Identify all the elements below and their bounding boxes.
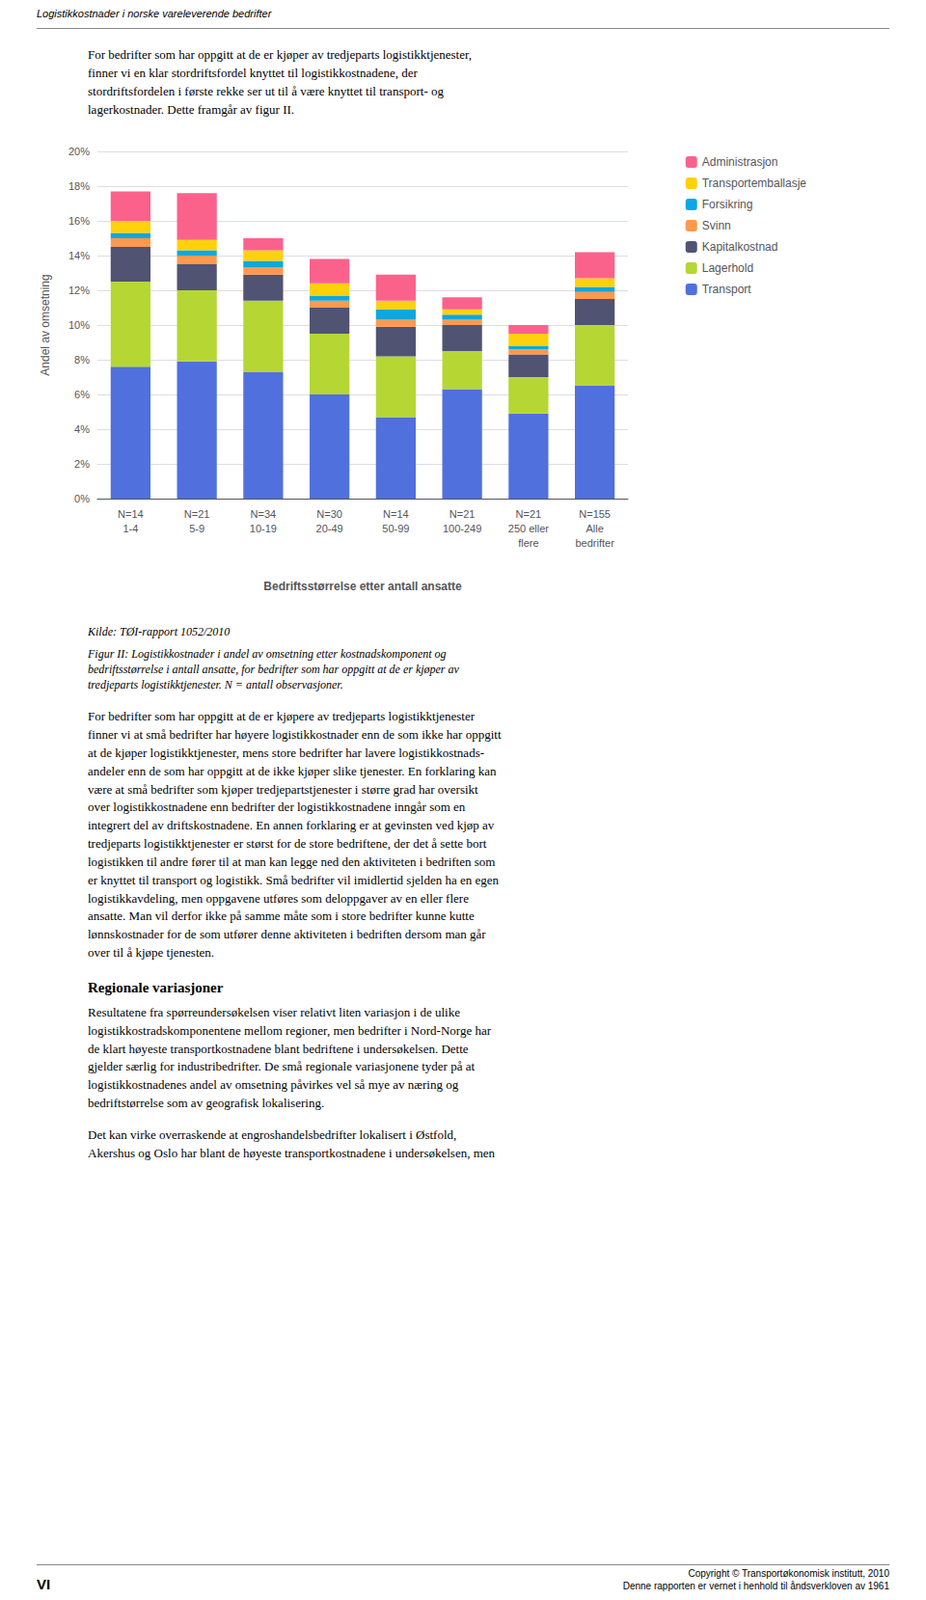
svg-text:Transportemballasje: Transportemballasje xyxy=(702,176,808,191)
svg-text:50-99: 50-99 xyxy=(381,522,409,535)
svg-text:N=14: N=14 xyxy=(117,508,144,520)
svg-text:Andel av omsetning: Andel av omsetning xyxy=(38,274,53,377)
svg-text:100-249: 100-249 xyxy=(442,522,482,535)
svg-text:0%: 0% xyxy=(74,492,90,505)
svg-text:10%: 10% xyxy=(68,319,90,331)
svg-text:Kapitalkostnad: Kapitalkostnad xyxy=(702,240,779,254)
svg-text:1-4: 1-4 xyxy=(122,522,138,535)
html-text:Logistikkostnader i norske var: Logistikkostnader i norske vareleverende… xyxy=(36,7,272,20)
svg-text:Alle: Alle xyxy=(585,522,603,535)
svg-text:N=155: N=155 xyxy=(578,508,611,520)
svg-text:Svinn: Svinn xyxy=(702,218,732,233)
svg-text:bedrifter: bedrifter xyxy=(574,537,615,549)
html-text:Det kan virke overraskende at: Det kan virke overraskende at engroshand… xyxy=(87,1127,495,1161)
svg-text:N=21: N=21 xyxy=(516,508,543,520)
svg-text:20-49: 20-49 xyxy=(316,522,344,535)
svg-text:6%: 6% xyxy=(74,388,90,401)
svg-text:N=21: N=21 xyxy=(449,508,476,520)
html-text:For bedrifter som har oppgitt: For bedrifter som har oppgitt at de er k… xyxy=(87,47,472,117)
html-text:Resultatene fra spørreundersøk: Resultatene fra spørreundersøkelsen vise… xyxy=(87,1004,491,1111)
svg-text:4%: 4% xyxy=(74,423,90,436)
html-text:For bedrifter som har oppgitt: For bedrifter som har oppgitt at de er k… xyxy=(87,709,502,960)
svg-text:N=21: N=21 xyxy=(184,508,211,520)
svg-text:16%: 16% xyxy=(68,215,90,227)
svg-text:12%: 12% xyxy=(68,284,90,297)
html-text:Figur II: Logistikkostnader i: Figur II: Logistikkostnader i andel av o… xyxy=(87,646,460,692)
html-text:Copyright © Transportøkonomisk: Copyright © Transportøkonomisk institutt… xyxy=(622,1568,890,1592)
svg-text:Transport: Transport xyxy=(702,282,753,297)
svg-text:10-19: 10-19 xyxy=(249,522,277,535)
svg-text:N=14: N=14 xyxy=(382,508,409,520)
svg-text:5-9: 5-9 xyxy=(189,522,205,535)
svg-text:N=30: N=30 xyxy=(316,508,343,520)
svg-text:8%: 8% xyxy=(74,354,90,366)
svg-text:N=34: N=34 xyxy=(250,508,277,520)
svg-text:2%: 2% xyxy=(74,458,90,470)
html-text:Regionale variasjoner: Regionale variasjoner xyxy=(87,979,224,996)
svg-text:14%: 14% xyxy=(68,249,90,262)
html-text:Kilde: TØI-rapport 1052/2010: Kilde: TØI-rapport 1052/2010 xyxy=(87,625,230,639)
svg-text:250 eller: 250 eller xyxy=(508,522,550,535)
svg-text:Lagerhold: Lagerhold xyxy=(702,261,754,275)
svg-text:Bedriftsstørrelse etter antall: Bedriftsstørrelse etter antall ansatte xyxy=(263,579,463,594)
svg-text:flere: flere xyxy=(517,537,539,549)
svg-text:Forsikring: Forsikring xyxy=(702,197,754,212)
svg-text:Administrasjon: Administrasjon xyxy=(702,155,779,169)
html-text:VI: VI xyxy=(36,1576,51,1593)
svg-text:20%: 20% xyxy=(68,145,90,158)
svg-text:18%: 18% xyxy=(68,180,90,192)
